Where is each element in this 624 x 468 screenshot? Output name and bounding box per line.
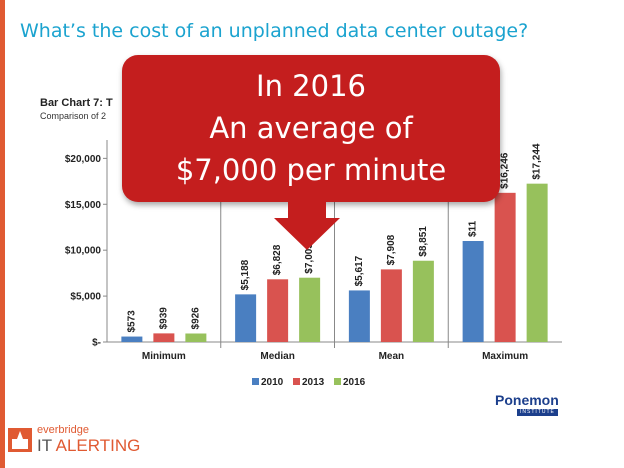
bar-2016-mean — [412, 260, 434, 342]
x-tick-label: Maximum — [482, 351, 528, 362]
legend-swatch-2010 — [252, 378, 259, 385]
bar-2013-mean — [380, 269, 402, 342]
everbridge-mark-icon — [8, 428, 32, 452]
bar-2010-median — [235, 294, 257, 342]
bar-2016-minimum — [185, 333, 207, 342]
x-tick-label: Minimum — [142, 351, 186, 362]
alerting-text: ALERTING — [55, 436, 141, 455]
bar-2013-maximum — [494, 192, 516, 342]
callout-arrow-icon — [274, 200, 340, 250]
bar-2016-median — [299, 277, 321, 342]
data-label: $7,908 — [386, 234, 397, 265]
data-label: $573 — [126, 310, 137, 333]
bar-2010-maximum — [462, 241, 484, 342]
y-tick-label: $- — [92, 338, 101, 349]
legend-label-2013: 2013 — [302, 377, 325, 388]
bar-2016-maximum — [526, 183, 548, 342]
data-label: $5,617 — [354, 255, 365, 286]
ponemon-logo: Ponemon INSTITUTE — [495, 392, 575, 418]
ponemon-logo-text: Ponemon — [495, 392, 559, 408]
legend-swatch-2013 — [293, 378, 300, 385]
legend-label-2016: 2016 — [343, 377, 366, 388]
callout-line-average: An average of — [209, 111, 413, 145]
it-text: IT — [37, 436, 52, 455]
data-label: $6,828 — [272, 244, 283, 275]
x-tick-label: Median — [260, 351, 294, 362]
y-tick-label: $20,000 — [65, 154, 102, 165]
data-label: $7,003 — [304, 243, 315, 274]
data-label: $11 — [468, 220, 479, 237]
data-label: $5,188 — [240, 259, 251, 290]
bar-2013-median — [267, 279, 289, 342]
data-label: $16,246 — [500, 152, 511, 189]
everbridge-logo: everbridge IT ALERTING — [8, 423, 168, 459]
y-tick-label: $10,000 — [65, 246, 102, 257]
chart-subtitle: Comparison of 2 — [40, 111, 107, 121]
callout-line-cost: $7,000 per minute — [175, 153, 447, 187]
everbridge-brand: everbridge — [37, 424, 89, 436]
callout-line-year: In 2016 — [256, 69, 366, 103]
callout-box: In 2016 An average of $7,000 per minute — [122, 55, 500, 202]
bar-2010-mean — [348, 290, 370, 342]
slide-title: What’s the cost of an unplanned data cen… — [20, 20, 529, 42]
chart-title: Bar Chart 7: T — [40, 97, 113, 109]
data-label: $8,851 — [418, 226, 429, 257]
data-label: $17,244 — [532, 143, 543, 180]
legend-swatch-2016 — [334, 378, 341, 385]
accent-bar — [0, 0, 5, 468]
x-tick-label: Mean — [379, 351, 405, 362]
ponemon-logo-subtext: INSTITUTE — [517, 409, 558, 416]
bar-2013-minimum — [153, 333, 175, 342]
legend-label-2010: 2010 — [261, 377, 284, 388]
y-tick-label: $15,000 — [65, 200, 102, 211]
data-label: $939 — [158, 307, 169, 330]
bar-2010-minimum — [121, 336, 143, 342]
data-label: $926 — [190, 307, 201, 330]
it-alerting-text: IT ALERTING — [37, 436, 140, 456]
y-tick-label: $5,000 — [70, 292, 101, 303]
